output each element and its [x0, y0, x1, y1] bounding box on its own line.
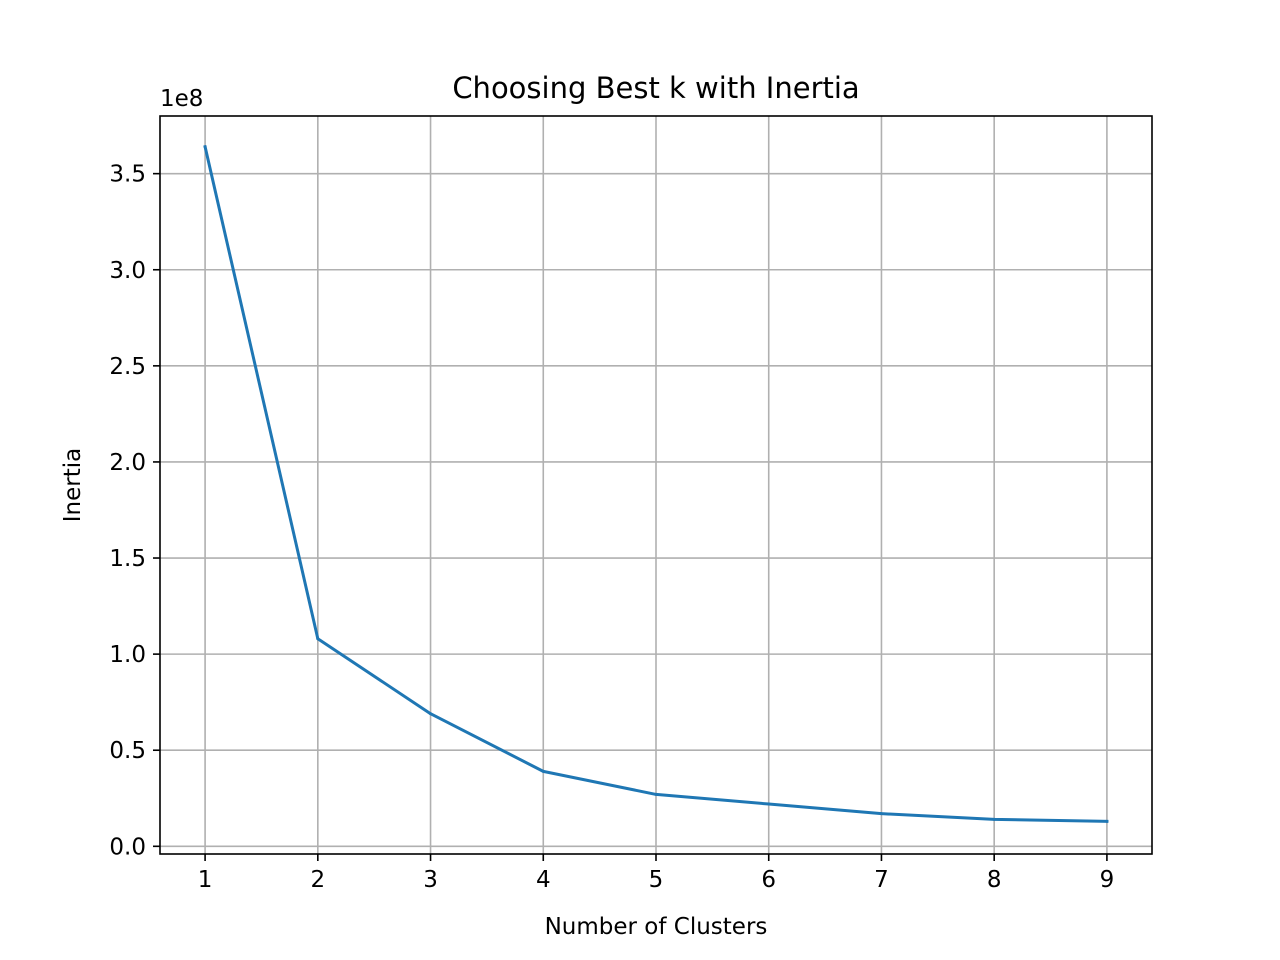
- x-axis-label: Number of Clusters: [545, 914, 768, 940]
- data-point: [654, 792, 658, 796]
- y-tick-label: 2.0: [109, 450, 146, 476]
- data-point: [203, 145, 207, 149]
- x-tick-label: 6: [761, 867, 776, 893]
- data-point: [1105, 819, 1109, 823]
- x-tick-label: 8: [987, 867, 1002, 893]
- data-point: [316, 637, 320, 641]
- y-offset-label: 1e8: [160, 86, 203, 112]
- data-point: [429, 712, 433, 716]
- x-tick-label: 1: [198, 867, 213, 893]
- ticks-layer: 1 2 3 4 5 6 7 8 9 0.0 0.5 1.0 1.5 2.0 2.5 3.0 3.5: [109, 162, 1114, 893]
- chart-title: Choosing Best k with Inertia: [452, 71, 859, 105]
- data-point: [992, 817, 996, 821]
- y-tick-label: 3.0: [109, 258, 146, 284]
- y-tick-label: 3.5: [109, 162, 146, 188]
- y-tick-label: 1.0: [109, 642, 146, 668]
- x-tick-label: 3: [423, 867, 438, 893]
- data-point: [879, 812, 883, 816]
- data-point: [541, 769, 545, 773]
- series-layer: [203, 144, 1109, 823]
- data-point: [767, 802, 771, 806]
- grid: [160, 116, 1152, 854]
- x-tick-label: 5: [649, 867, 664, 893]
- y-tick-label: 1.5: [109, 546, 146, 572]
- y-tick-label: 0.0: [109, 834, 146, 860]
- x-tick-label: 4: [536, 867, 551, 893]
- y-tick-label: 2.5: [109, 354, 146, 380]
- y-tick-label: 0.5: [109, 738, 146, 764]
- y-axis-label: Inertia: [60, 448, 86, 522]
- x-tick-label: 2: [310, 867, 325, 893]
- x-tick-label: 7: [874, 867, 889, 893]
- x-tick-label: 9: [1100, 867, 1115, 893]
